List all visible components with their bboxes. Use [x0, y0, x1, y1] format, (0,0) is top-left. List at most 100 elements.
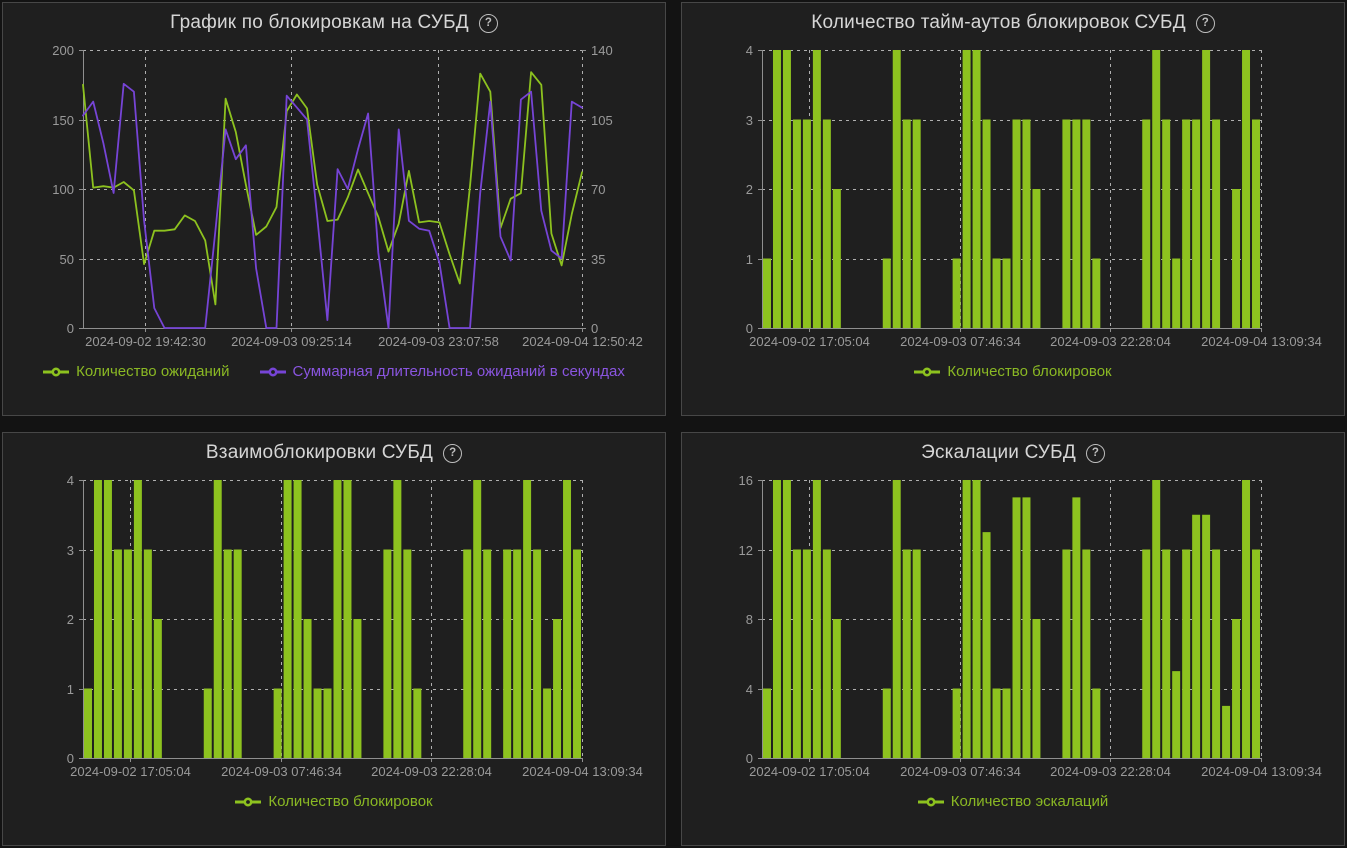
- bar[interactable]: [1212, 119, 1221, 329]
- bar[interactable]: [1222, 705, 1231, 759]
- bar[interactable]: [1152, 480, 1161, 758]
- bar[interactable]: [772, 480, 781, 758]
- bar[interactable]: [1242, 480, 1251, 758]
- help-icon[interactable]: ?: [478, 13, 498, 33]
- bar[interactable]: [113, 549, 122, 759]
- bar[interactable]: [1232, 189, 1241, 328]
- bar[interactable]: [283, 480, 292, 758]
- bar[interactable]: [992, 258, 1001, 329]
- bar[interactable]: [413, 688, 422, 759]
- bar[interactable]: [892, 50, 901, 328]
- bar[interactable]: [782, 50, 791, 328]
- bar[interactable]: [763, 688, 771, 759]
- bar[interactable]: [902, 549, 911, 759]
- legend-item[interactable]: Суммарная длительность ожиданий в секунд…: [259, 363, 625, 380]
- bar[interactable]: [1012, 497, 1021, 759]
- series-line[interactable]: [82, 71, 583, 306]
- bar[interactable]: [1232, 619, 1241, 758]
- bar[interactable]: [383, 549, 392, 759]
- help-icon[interactable]: ?: [443, 443, 463, 463]
- bar[interactable]: [1082, 549, 1091, 759]
- bar[interactable]: [802, 549, 811, 759]
- bar[interactable]: [962, 50, 971, 328]
- bar[interactable]: [483, 549, 492, 759]
- bar[interactable]: [323, 688, 332, 759]
- bar[interactable]: [273, 688, 282, 759]
- bar[interactable]: [1032, 619, 1041, 758]
- bar[interactable]: [1192, 514, 1201, 758]
- bar[interactable]: [1072, 497, 1081, 759]
- bar[interactable]: [1152, 50, 1161, 328]
- bar[interactable]: [912, 549, 921, 759]
- bar[interactable]: [822, 549, 831, 759]
- bar[interactable]: [882, 258, 891, 329]
- bar[interactable]: [333, 480, 342, 758]
- bar[interactable]: [153, 619, 162, 758]
- bar[interactable]: [763, 258, 771, 329]
- bar[interactable]: [553, 619, 562, 758]
- bar[interactable]: [1162, 549, 1171, 759]
- bar[interactable]: [812, 480, 821, 758]
- deadlocks-bar-chart[interactable]: 0 1 2 3 4 2024-09-02 17:05:04 2024-09-03 07:46…: [3, 471, 665, 787]
- bar[interactable]: [972, 50, 981, 328]
- bar[interactable]: [473, 480, 482, 758]
- legend-item[interactable]: Количество блокировок: [235, 793, 433, 810]
- bar[interactable]: [1172, 258, 1181, 329]
- bar[interactable]: [503, 549, 512, 759]
- bar[interactable]: [543, 688, 552, 759]
- bar[interactable]: [952, 688, 961, 759]
- legend-item[interactable]: Количество блокировок: [914, 363, 1112, 380]
- legend-item[interactable]: Количество ожиданий: [43, 363, 230, 380]
- timeouts-bar-chart[interactable]: 0 1 2 3 4 2024-09-02 17:05:04 2024-09-03 07:46…: [682, 41, 1344, 357]
- bar[interactable]: [403, 549, 412, 759]
- bar[interactable]: [353, 619, 362, 758]
- bar[interactable]: [1022, 119, 1031, 329]
- bar[interactable]: [1182, 119, 1191, 329]
- bar[interactable]: [992, 688, 1001, 759]
- bar[interactable]: [213, 480, 222, 758]
- bar[interactable]: [84, 688, 92, 759]
- help-icon[interactable]: ?: [1085, 443, 1105, 463]
- bar[interactable]: [1022, 497, 1031, 759]
- bar[interactable]: [133, 480, 142, 758]
- bar[interactable]: [463, 549, 472, 759]
- bar[interactable]: [892, 480, 901, 758]
- bar[interactable]: [1172, 671, 1181, 759]
- bar[interactable]: [802, 119, 811, 329]
- bar[interactable]: [1162, 119, 1171, 329]
- bar[interactable]: [513, 549, 522, 759]
- bar[interactable]: [1002, 688, 1011, 759]
- bar[interactable]: [822, 119, 831, 329]
- bar[interactable]: [972, 480, 981, 758]
- bar[interactable]: [832, 619, 841, 758]
- bar[interactable]: [143, 549, 152, 759]
- bar[interactable]: [393, 480, 402, 758]
- bar[interactable]: [1252, 549, 1260, 759]
- bar[interactable]: [1202, 50, 1211, 328]
- bar[interactable]: [912, 119, 921, 329]
- bar[interactable]: [962, 480, 971, 758]
- bar[interactable]: [573, 549, 581, 759]
- bar[interactable]: [1062, 119, 1071, 329]
- bar[interactable]: [123, 549, 132, 759]
- bar[interactable]: [523, 480, 532, 758]
- bar[interactable]: [1182, 549, 1191, 759]
- locks-line-chart[interactable]: 0 50 100 150 200 2024-09-02 19:42:30 2024-09-0…: [3, 41, 665, 357]
- help-icon[interactable]: ?: [1195, 13, 1215, 33]
- bar[interactable]: [1072, 119, 1081, 329]
- bar[interactable]: [782, 480, 791, 758]
- bar[interactable]: [1032, 189, 1041, 328]
- bar[interactable]: [1092, 688, 1101, 759]
- bar[interactable]: [882, 688, 891, 759]
- bar[interactable]: [1242, 50, 1251, 328]
- bar[interactable]: [772, 50, 781, 328]
- bar[interactable]: [982, 119, 991, 329]
- bar[interactable]: [1142, 549, 1151, 759]
- bar[interactable]: [1082, 119, 1091, 329]
- bar[interactable]: [343, 480, 352, 758]
- bar[interactable]: [952, 258, 961, 329]
- bar[interactable]: [1252, 119, 1260, 329]
- bar[interactable]: [563, 480, 572, 758]
- bar[interactable]: [533, 549, 542, 759]
- bar[interactable]: [792, 119, 801, 329]
